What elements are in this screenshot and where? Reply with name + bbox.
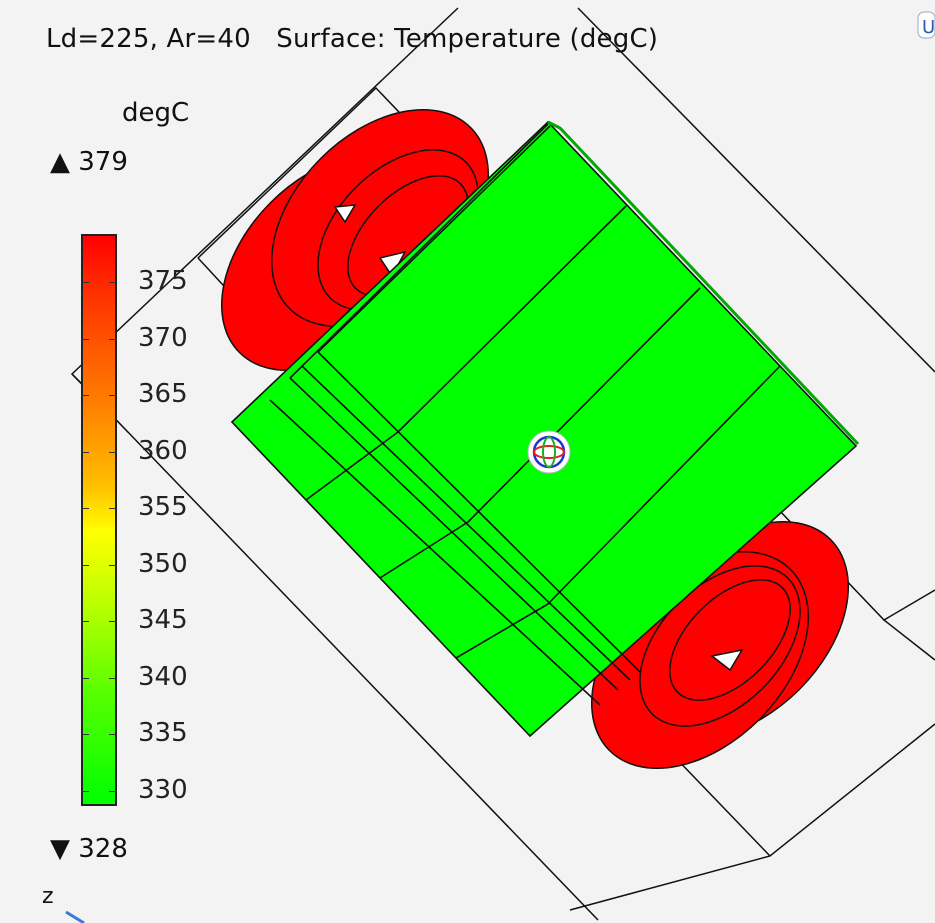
core-block — [230, 120, 860, 738]
legend-max-value: ▲ 379 — [50, 147, 128, 177]
legend-tick-mark — [109, 395, 117, 396]
legend-tick-mark — [109, 338, 117, 340]
legend-tick-mark — [81, 621, 89, 622]
legend-tick-mark — [81, 790, 89, 792]
legend-tick-mark — [81, 338, 89, 340]
legend-tick-mark — [81, 395, 89, 396]
min-triangle-icon: ▼ — [50, 834, 70, 864]
legend-tick-label: 360 — [138, 435, 188, 466]
z-axis-label: z — [42, 884, 54, 909]
legend-tick-mark — [109, 564, 117, 566]
plot-title: Ld=225, Ar=40 Surface: Temperature (degC… — [46, 24, 659, 54]
svg-text:U: U — [922, 17, 935, 38]
legend-tick-mark — [109, 282, 117, 283]
legend-min-label: 328 — [78, 834, 128, 864]
legend-tick-mark — [81, 508, 89, 509]
legend-tick-mark — [81, 677, 89, 679]
legend-tick-mark — [109, 790, 117, 792]
legend-tick-label: 335 — [138, 718, 188, 748]
legend-tick-label: 365 — [138, 379, 188, 409]
legend-tick-label: 350 — [138, 548, 188, 579]
rotation-center-icon[interactable] — [527, 430, 571, 474]
legend-tick-mark — [109, 734, 117, 735]
legend-tick-label: 375 — [138, 266, 188, 296]
legend-unit-label: degC — [122, 98, 190, 128]
corner-icon[interactable]: U — [916, 8, 935, 42]
legend-tick-label: 330 — [138, 774, 188, 805]
legend-tick-mark — [109, 677, 117, 679]
legend-max-label: 379 — [78, 147, 128, 177]
legend-tick-label: 340 — [138, 661, 188, 692]
legend-tick-mark — [81, 451, 89, 453]
legend-colorbar — [81, 234, 117, 806]
legend-tick-mark — [81, 282, 89, 283]
legend-tick-label: 345 — [138, 605, 188, 635]
legend-tick-mark — [81, 564, 89, 566]
legend-min-value: ▼ 328 — [50, 834, 128, 864]
max-triangle-icon: ▲ — [50, 147, 70, 177]
legend-tick-label: 370 — [138, 322, 188, 353]
legend-tick-mark — [109, 451, 117, 453]
legend-tick-label: 355 — [138, 492, 188, 522]
axis-triad-icon — [65, 910, 85, 923]
legend-tick-mark — [109, 621, 117, 622]
legend-tick-mark — [109, 508, 117, 509]
legend-tick-mark — [81, 734, 89, 735]
